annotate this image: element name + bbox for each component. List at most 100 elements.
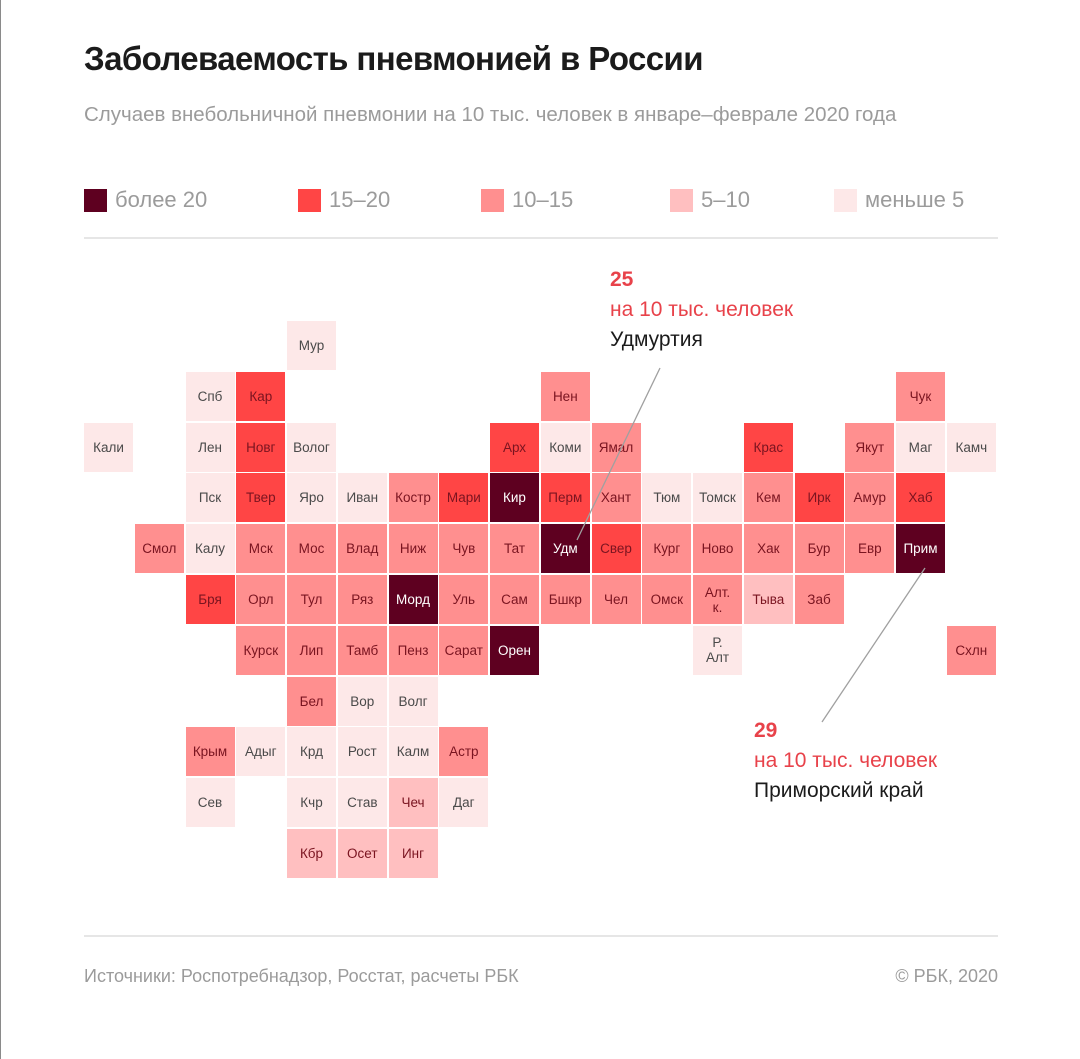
region-tile: Калу: [185, 524, 235, 574]
region-label: Мск: [248, 541, 273, 557]
region-label: Волог: [293, 439, 330, 455]
region-label: Чук: [909, 388, 932, 404]
frame-edge: [0, 0, 1, 1059]
region-label: Ирк: [807, 490, 831, 506]
region-tile: Бшкр: [540, 575, 590, 624]
region-tile: Чув: [439, 524, 489, 574]
region-tile: Тул: [287, 575, 336, 624]
legend-item-10-15: 10–15: [481, 186, 573, 214]
annotation-unit: на 10 тыс. человек: [754, 749, 938, 772]
region-label: Мур: [298, 338, 325, 353]
region-label: Р. Алт: [705, 635, 730, 666]
region-label: Орл: [248, 592, 274, 607]
leader-line-udm: [576, 367, 661, 541]
region-tile: Морд: [388, 575, 438, 624]
region-label: Кем: [755, 490, 781, 506]
region-tile: Р. Алт: [693, 625, 742, 675]
region-label: Костр: [395, 490, 431, 506]
region-label: Твер: [245, 490, 276, 506]
legend-label: более 20: [115, 187, 208, 212]
region-label: Орен: [498, 642, 531, 658]
region-label: Ямал: [598, 439, 634, 455]
region-label: Рост: [347, 744, 377, 760]
region-label: Кар: [249, 388, 273, 404]
region-tile: Волог: [287, 422, 336, 472]
region-label: Кург: [653, 541, 681, 557]
legend-item-more-20: более 20: [84, 186, 207, 214]
region-label: Сам: [501, 592, 528, 607]
region-label: Волг: [398, 693, 428, 709]
region-label: Спб: [197, 388, 223, 404]
legend-swatch: [834, 188, 857, 212]
region-tile: Тюм: [642, 473, 692, 523]
region-tile: Хаб: [896, 473, 945, 523]
legend-label: 15–20: [329, 187, 391, 212]
region-tile: Став: [337, 778, 387, 828]
region-tile: Прим: [896, 524, 945, 574]
region-tile: Смол: [134, 524, 184, 574]
region-label: Бел: [299, 693, 324, 709]
region-label: Лен: [198, 439, 222, 455]
region-label: Вор: [350, 693, 375, 709]
region-label: Инг: [401, 846, 425, 861]
region-tile: Схлн: [946, 625, 996, 675]
region-tile: Калм: [388, 727, 438, 777]
region-tile: Орл: [236, 575, 286, 624]
region-label: Алт. к.: [704, 584, 731, 615]
region-label: Иван: [346, 490, 379, 506]
region-tile: Орен: [490, 625, 539, 675]
region-tile: Осет: [337, 829, 387, 878]
region-tile: Ямал: [591, 422, 641, 472]
annotation-value: 29: [754, 719, 778, 742]
region-label: Чув: [452, 541, 476, 557]
region-label: Кбр: [299, 846, 324, 861]
region-label: Яро: [299, 490, 324, 506]
legend-swatch: [670, 188, 693, 212]
region-tile: Алт. к.: [693, 575, 742, 624]
region-tile: Кем: [743, 473, 793, 523]
region-label: Омск: [650, 592, 684, 607]
region-tile: Хант: [591, 473, 641, 523]
region-label: Схлн: [955, 642, 988, 658]
region-tile: Яро: [287, 473, 336, 523]
region-tile: Якут: [845, 422, 895, 472]
region-label: Пск: [198, 490, 222, 506]
region-tile: Кир: [490, 473, 539, 523]
region-label: Чел: [604, 592, 628, 607]
legend-swatch: [84, 188, 107, 212]
region-tile: Ряз: [337, 575, 387, 624]
region-label: Удм: [552, 541, 578, 557]
region-label: Камч: [955, 439, 988, 455]
region-tile: Перм: [540, 473, 590, 523]
region-tile: Нен: [540, 371, 590, 421]
region-tile: Крым: [185, 727, 235, 777]
region-tile: Рост: [337, 727, 387, 777]
region-tile: Чеч: [388, 778, 438, 828]
region-label: Тюм: [653, 490, 681, 506]
region-label: Чеч: [401, 795, 425, 811]
bottom-divider: [84, 935, 998, 937]
annotation-value: 25: [610, 268, 634, 291]
region-tile: Инг: [388, 829, 438, 878]
legend: более 20 15–20 10–15 5–10 меньше 5: [84, 186, 1000, 214]
region-tile: Твер: [236, 473, 286, 523]
legend-label: 10–15: [512, 187, 574, 212]
region-label: Влад: [346, 541, 379, 557]
region-label: Тамб: [346, 642, 379, 658]
region-tile: Пск: [185, 473, 235, 523]
region-label: Кали: [93, 439, 124, 455]
region-label: Якут: [855, 439, 885, 455]
region-label: Кчр: [300, 795, 323, 811]
region-tile: Чук: [896, 371, 945, 421]
leader-line-prim: [821, 567, 926, 723]
region-label: Бря: [198, 592, 222, 607]
region-tile: Амур: [845, 473, 895, 523]
region-label: Томск: [699, 490, 736, 506]
region-label: Бшкр: [548, 592, 582, 607]
region-label: Астр: [449, 744, 479, 760]
region-label: Амур: [853, 490, 887, 506]
region-tile: Ниж: [388, 524, 438, 574]
region-tile: Сам: [490, 575, 539, 624]
region-label: Тыва: [752, 592, 785, 607]
